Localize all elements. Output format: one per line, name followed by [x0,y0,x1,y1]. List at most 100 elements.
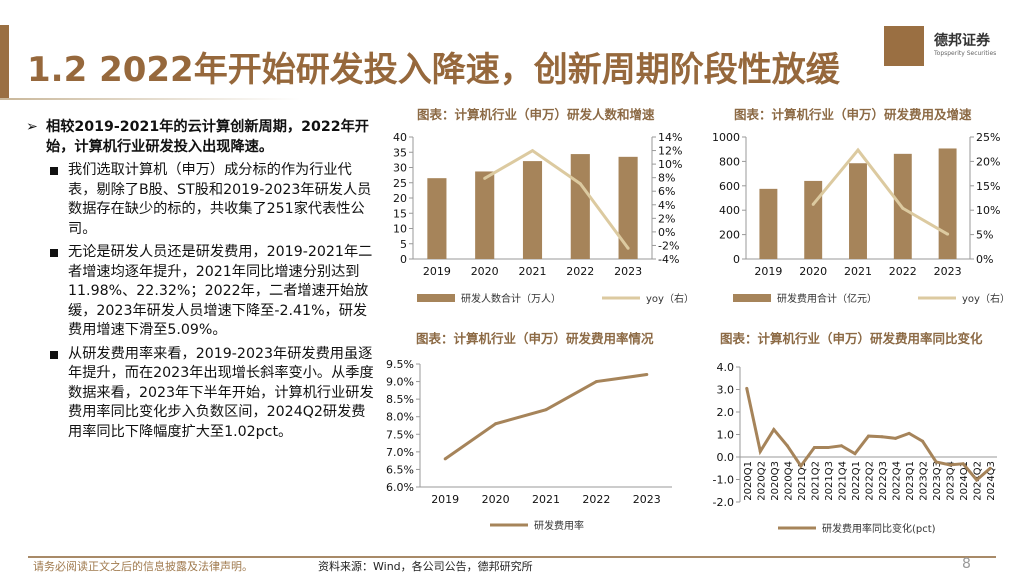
data-point [785,444,789,448]
y2-tick-label: 0% [976,253,993,266]
y2-tick-label: 14% [658,131,682,144]
x-tick-label: 2021 [532,493,560,506]
legend-swatch [417,294,455,302]
logo-english: Topsperity Securities [934,50,997,57]
x-tick-label: 2022Q2 [865,461,876,501]
data-point [799,464,803,468]
y-tick-label: 15 [393,207,407,220]
x-tick-label: 2023Q1 [905,461,916,501]
y-tick-label: 400 [719,204,740,217]
y-tick-label: 6.5% [386,463,414,476]
x-tick-label: 2022Q1 [851,461,862,501]
data-point [907,431,911,435]
sub-bullet: 从研发费用率来看，2019-2023年研发费用虽逐年提升，而在2023年出现增长… [24,345,374,443]
data-point [894,436,898,440]
data-point [483,176,487,180]
x-tick-label: 2024Q3 [986,461,997,501]
sub-bullet: 无论是研发人员还是研发费用，2019-2021年二者增速均逐年提升，2021年同… [24,243,374,341]
data-point [867,434,870,438]
data-point [856,148,860,152]
title-accent-bar [0,25,9,100]
x-tick-label: 2024Q2 [973,461,984,501]
x-tick-label: 2020Q1 [743,461,754,501]
data-point [880,435,884,439]
footer-source: 资料来源：Wind，各公司公告，德邦研究所 [318,560,533,573]
x-tick-label: 2019 [431,493,459,506]
data-point [839,444,843,448]
y-tick-label: 4.0 [717,361,735,374]
data-point [961,462,965,466]
y-tick-label: 20 [393,192,407,205]
y2-tick-label: 10% [976,204,1000,217]
y-tick-label: 9.5% [386,358,414,371]
x-tick-label: 2021 [519,265,547,278]
data-point [901,206,905,210]
data-point [758,449,762,453]
legend-label: 研发人数合计（万人） [461,292,561,305]
data-point [811,202,815,206]
x-tick-label: 2022Q3 [878,461,889,501]
data-point [975,478,979,482]
y-tick-label: 800 [719,155,740,168]
bar [570,154,590,259]
x-tick-label: 2021Q2 [810,461,821,501]
y-tick-label: 7.5% [386,428,414,441]
data-point [826,446,830,450]
y2-tick-label: -2% [658,239,679,252]
logo-mark-icon [884,26,924,66]
x-tick-label: 2020 [482,493,510,506]
data-point [934,460,938,464]
y2-tick-label: 20% [976,155,1000,168]
y-tick-label: 600 [719,180,740,193]
legend-label: yoy（右） [646,292,694,305]
title-underline [0,98,300,100]
data-point [946,232,950,236]
bar [759,188,778,259]
x-tick-label: 2023Q3 [932,461,943,501]
company-logo: 德邦证券 Topsperity Securities [884,26,1019,66]
data-point [578,182,582,186]
series-line [444,373,648,461]
data-point [772,428,776,432]
data-point [745,386,749,390]
x-tick-label: 2021Q3 [824,461,835,501]
x-tick-label: 2023Q4 [946,461,957,501]
x-tick-label: 2023Q2 [919,461,930,501]
bar [849,163,867,259]
footer-disclaimer: 请务必阅读正文之后的信息披露及法律声明。 [33,560,253,573]
x-tick-label: 2020Q3 [770,461,781,501]
x-tick-label: 2022 [889,265,917,278]
y2-tick-label: 5% [976,229,993,242]
y-tick-label: 9.0% [386,376,414,389]
y-tick-label: 6.0% [386,481,414,494]
bar [522,161,543,259]
x-tick-label: 2020 [799,265,827,278]
data-point [494,422,498,426]
sub-bullet: 我们选取计算机（申万）成分标的作为行业代表，剔除了B股、ST股和2019-202… [24,161,374,239]
y-tick-label: -1.0 [713,474,734,487]
x-tick-label: 2023 [614,265,642,278]
y-tick-label: 10 [393,223,407,236]
data-point [645,373,649,377]
data-point [853,452,857,456]
x-tick-label: 2023 [934,265,962,278]
y-tick-label: 0 [733,253,740,266]
y2-tick-label: 12% [658,145,682,158]
legend-label: 研发费用率 [534,519,584,532]
x-tick-label: 2020 [471,265,499,278]
x-tick-label: 2021 [844,265,872,278]
y-tick-label: 200 [719,229,740,242]
x-tick-label: 2021Q1 [797,461,808,501]
y2-tick-label: 0% [658,226,675,239]
legend-label: yoy（右） [962,292,1010,305]
y2-tick-label: 25% [976,131,1000,144]
x-tick-label: 2022 [582,493,610,506]
data-point [443,457,447,461]
y2-tick-label: 4% [658,199,675,212]
y-tick-label: 8.5% [386,393,414,406]
y-tick-label: 25 [393,177,407,190]
bar [427,178,447,259]
bar [938,148,957,259]
main-bullet: 相较2019-2021年的云计算创新周期，2022年开始，计算机行业研发投入出现… [24,118,374,157]
